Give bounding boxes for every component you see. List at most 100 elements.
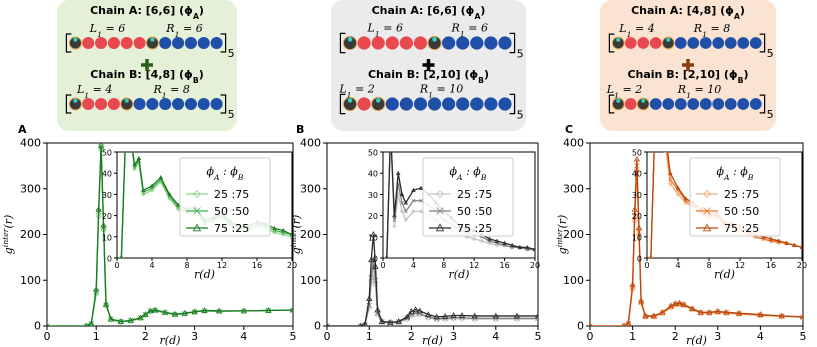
y-tick-label: 200 xyxy=(563,228,584,241)
right-label-part: R xyxy=(152,83,161,96)
marker xyxy=(161,308,169,315)
marker xyxy=(167,191,172,197)
marker xyxy=(117,318,124,324)
marker xyxy=(265,307,272,313)
sticker-bead xyxy=(611,36,625,50)
left-length: 6 xyxy=(396,21,403,34)
marker xyxy=(714,308,721,314)
chain-title-part: A xyxy=(474,12,480,21)
marker xyxy=(404,313,411,320)
legend-label: 75 :25 xyxy=(457,222,492,235)
left-label-part: L xyxy=(606,83,614,96)
bead xyxy=(674,98,687,110)
y-axis-label-part: inter xyxy=(1,227,10,247)
marker xyxy=(534,312,538,319)
marker xyxy=(625,319,632,326)
x-tick-label: 20 xyxy=(797,261,807,270)
legend-marker xyxy=(435,223,445,232)
y-tick-label: 0 xyxy=(314,320,321,333)
legend-label: 25 :75 xyxy=(457,188,492,201)
y-tick-label: 100 xyxy=(20,274,41,287)
panel-letter: A xyxy=(18,123,27,136)
marker xyxy=(697,308,704,315)
sticker-bead xyxy=(371,96,386,112)
panel-letter: B xyxy=(296,123,304,136)
left-label-part: L xyxy=(618,22,626,35)
repeat-count: 5 xyxy=(767,47,774,60)
bead xyxy=(385,36,399,50)
legend-marker xyxy=(435,189,445,199)
right-length: 10 xyxy=(707,83,721,96)
x-axis-label: r(d) xyxy=(160,334,181,347)
left-label-part: 1 xyxy=(375,29,380,38)
bead xyxy=(427,97,442,111)
chain-title-part: A xyxy=(193,12,199,21)
marker xyxy=(403,209,408,214)
left-label: L1 = 4 xyxy=(618,22,654,39)
bead xyxy=(687,98,700,110)
x-tick-label: 16 xyxy=(766,261,776,270)
y-tick-label: 40 xyxy=(368,170,378,179)
bead xyxy=(442,36,456,50)
marker xyxy=(140,187,146,192)
bead xyxy=(197,97,210,111)
left-label: L1 = 2 xyxy=(606,83,642,100)
bead xyxy=(624,98,637,110)
marker xyxy=(289,306,293,313)
x-tick-label: 0 xyxy=(324,330,331,343)
marker xyxy=(107,315,115,322)
legend-title: ϕA : ϕB xyxy=(207,165,244,182)
x-tick-label: 2 xyxy=(408,330,415,343)
sticker-site xyxy=(347,37,353,42)
legend-marker xyxy=(193,207,201,215)
marker xyxy=(366,295,373,301)
right-label-part: 1 xyxy=(175,29,180,38)
bead xyxy=(357,97,371,111)
y-axis-label-part: (r) xyxy=(556,215,569,229)
marker xyxy=(47,322,51,326)
left-label-part: 1 xyxy=(614,91,619,100)
marker xyxy=(590,322,594,326)
marker xyxy=(525,244,530,250)
marker xyxy=(622,322,626,326)
left-label-part: 1 xyxy=(347,90,352,99)
marker xyxy=(47,323,50,326)
x-tick-label: 8 xyxy=(441,261,446,270)
marker xyxy=(395,318,402,324)
sticker-site xyxy=(641,98,646,103)
marker xyxy=(83,323,90,326)
legend-marker xyxy=(192,223,202,232)
marker xyxy=(416,307,424,314)
x-tick-label: 12 xyxy=(217,261,227,270)
y-tick-label: 300 xyxy=(20,182,41,195)
marker xyxy=(532,247,535,252)
marker xyxy=(171,310,179,317)
marker xyxy=(84,322,89,326)
y-axis-label-part: (r) xyxy=(2,215,15,229)
bead xyxy=(82,97,95,111)
y-axis-label: ginter(r) xyxy=(1,215,16,255)
bead xyxy=(95,36,108,50)
y-tick-label: 0 xyxy=(107,255,112,264)
right-label-part: R xyxy=(165,22,174,35)
right-label: R1 = 8 xyxy=(152,83,189,100)
x-tick-label: 20 xyxy=(287,261,297,270)
left-label-part: L xyxy=(367,21,375,34)
legend-title: ϕA : ϕB xyxy=(717,165,754,182)
equals: = xyxy=(433,82,449,95)
bead xyxy=(456,97,470,111)
equals: = xyxy=(89,83,105,96)
marker xyxy=(791,242,797,247)
marker xyxy=(372,277,379,284)
repeat-count: 5 xyxy=(228,47,235,60)
marker xyxy=(799,244,802,250)
left-label-part: L xyxy=(89,22,97,35)
marker xyxy=(667,302,675,309)
bead xyxy=(662,98,675,110)
marker xyxy=(392,213,397,218)
left-length: 2 xyxy=(367,82,375,95)
inset-x-label: r(d) xyxy=(194,268,215,281)
bead xyxy=(649,37,662,49)
marker xyxy=(97,143,105,148)
sticker-bead xyxy=(611,97,625,111)
